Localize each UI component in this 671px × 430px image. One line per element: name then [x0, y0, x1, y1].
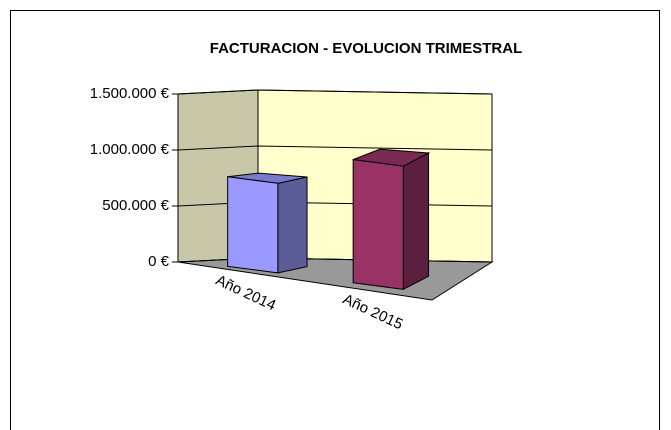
grid-line — [177, 145, 493, 151]
bar — [352, 159, 404, 290]
y-tick-label: 0 € — [148, 253, 170, 270]
bar-side — [402, 152, 430, 291]
y-tick-label: 500.000 € — [102, 197, 169, 214]
y-tick-label: 1.000.000 € — [90, 141, 170, 158]
y-tick-label: 1.500.000 € — [90, 85, 170, 102]
bar-side — [277, 176, 308, 274]
grid-line — [177, 89, 493, 95]
chart-title: FACTURACION - EVOLUCION TRIMESTRAL — [210, 40, 523, 57]
bar — [227, 176, 279, 274]
